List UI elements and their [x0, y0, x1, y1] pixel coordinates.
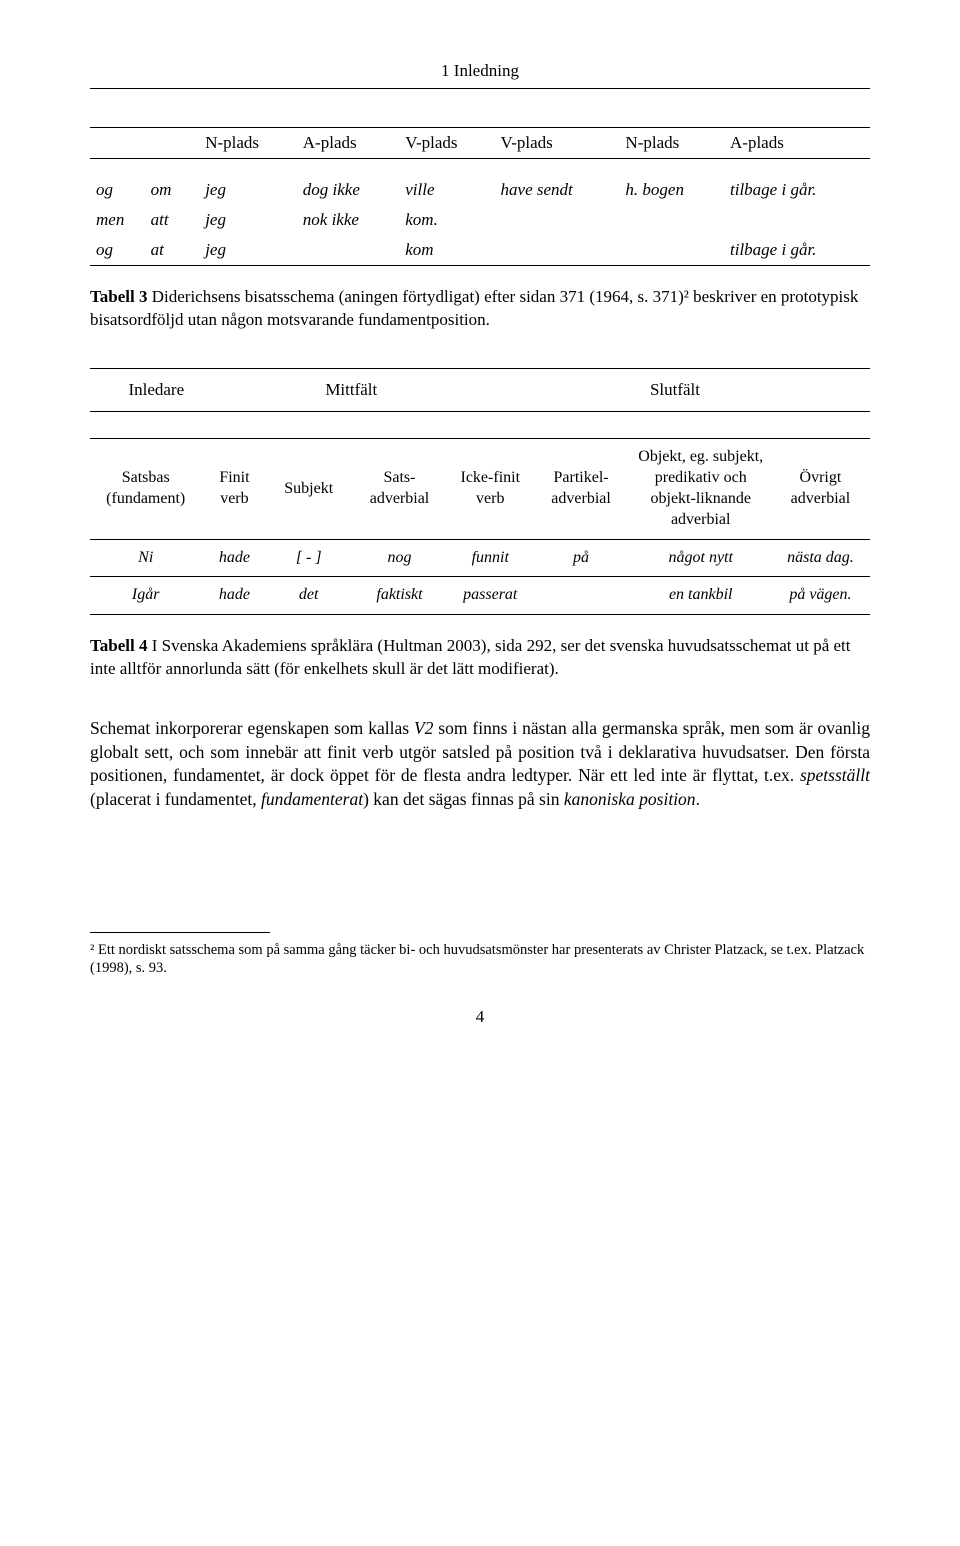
- cell: hade: [201, 577, 267, 615]
- cell: tilbage i går.: [724, 175, 870, 205]
- cell: jeg: [199, 235, 297, 266]
- t4-row-1: Ni hade [ - ] nog funnit på något nytt n…: [90, 539, 870, 577]
- t3-h4: V-plads: [495, 128, 620, 159]
- cell: något nytt: [631, 539, 771, 577]
- cell: [724, 205, 870, 235]
- cell: [297, 235, 399, 266]
- t3-h3: V-plads: [399, 128, 494, 159]
- table-4: Satsbas (fundament) Finit verb Subjekt S…: [90, 438, 870, 615]
- cell: funnit: [449, 539, 532, 577]
- cell: [619, 205, 724, 235]
- t3-h6: A-plads: [724, 128, 870, 159]
- t4-h6: Partikel-adverbial: [532, 439, 631, 539]
- t4a-c3: Slutfält: [480, 369, 870, 412]
- cell: nästa dag.: [771, 539, 870, 577]
- table-3-caption: Tabell 3 Diderichsens bisatsschema (anin…: [90, 286, 870, 332]
- cell: dog ikke: [297, 175, 399, 205]
- cell: at: [145, 235, 200, 266]
- footnote: ² Ett nordiskt satsschema som på samma g…: [90, 941, 870, 979]
- cell: og: [90, 175, 145, 205]
- cell: det: [267, 577, 350, 615]
- t3-h1: N-plads: [199, 128, 297, 159]
- caption3-text: Diderichsens bisatsschema (aningen förty…: [90, 287, 858, 329]
- cell: og: [90, 235, 145, 266]
- caption3-label: Tabell 3: [90, 287, 147, 306]
- cell: om: [145, 175, 200, 205]
- cell: Igår: [90, 577, 201, 615]
- t4a-c2: Mittfält: [223, 369, 480, 412]
- t4-h2: Finit verb: [201, 439, 267, 539]
- table-4-header-band: Inledare Mittfält Slutfält: [90, 368, 870, 412]
- cell: kom: [399, 235, 494, 266]
- cell: h. bogen: [619, 175, 724, 205]
- table-4-caption: Tabell 4 I Svenska Akademiens språklära …: [90, 635, 870, 681]
- t3-h5: N-plads: [619, 128, 724, 159]
- cell: Ni: [90, 539, 201, 577]
- cell: jeg: [199, 175, 297, 205]
- cell: [495, 235, 620, 266]
- t4-h4: Sats-adverbial: [350, 439, 449, 539]
- cell: faktiskt: [350, 577, 449, 615]
- t4-h1: Satsbas (fundament): [90, 439, 201, 539]
- cell: att: [145, 205, 200, 235]
- cell: nok ikke: [297, 205, 399, 235]
- cell: [495, 205, 620, 235]
- body-paragraph: Schemat inkorporerar egenskapen som kall…: [90, 717, 870, 812]
- cell: ville: [399, 175, 494, 205]
- cell: [532, 577, 631, 615]
- page-number: 4: [90, 1006, 870, 1028]
- cell: nog: [350, 539, 449, 577]
- t4a-c1: Inledare: [90, 369, 223, 412]
- cell: have sendt: [495, 175, 620, 205]
- cell: hade: [201, 539, 267, 577]
- cell: men: [90, 205, 145, 235]
- t3-h2: A-plads: [297, 128, 399, 159]
- caption4-label: Tabell 4: [90, 636, 147, 655]
- caption4-text-plain: I: [147, 636, 161, 655]
- cell: [619, 235, 724, 266]
- cell: på vägen.: [771, 577, 870, 615]
- cell: kom.: [399, 205, 494, 235]
- t4-h5: Icke-finit verb: [449, 439, 532, 539]
- table-3: N-plads A-plads V-plads V-plads N-plads …: [90, 127, 870, 266]
- t4-h7: Objekt, eg. subjekt, predikativ och obje…: [631, 439, 771, 539]
- cell: tilbage i går.: [724, 235, 870, 266]
- page-header-title: 1 Inledning: [90, 60, 870, 82]
- t4-h8: Övrigt adverbial: [771, 439, 870, 539]
- t3-row-3: og at jeg kom tilbage i går.: [90, 235, 870, 266]
- cell: jeg: [199, 205, 297, 235]
- cell: en tankbil: [631, 577, 771, 615]
- t3-row-2: men att jeg nok ikke kom.: [90, 205, 870, 235]
- cell: på: [532, 539, 631, 577]
- t3-row-1: og om jeg dog ikke ville have sendt h. b…: [90, 175, 870, 205]
- t4-row-2: Igår hade det faktiskt passerat en tankb…: [90, 577, 870, 615]
- footnote-rule: [90, 932, 270, 933]
- caption4-italic: Svenska Akademiens språklära: [162, 636, 374, 655]
- cell: passerat: [449, 577, 532, 615]
- t4-h3: Subjekt: [267, 439, 350, 539]
- cell: [ - ]: [267, 539, 350, 577]
- header-rule: [90, 88, 870, 89]
